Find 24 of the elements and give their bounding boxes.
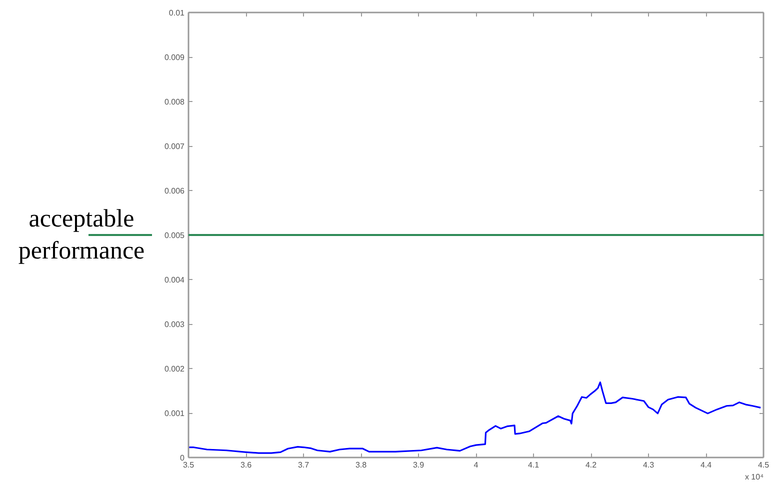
- x-tick-label: 4.2: [585, 460, 598, 470]
- x-tick-label: 3.9: [412, 460, 425, 470]
- x-tick-label: 4: [474, 460, 479, 470]
- x-tick-label: 4.1: [528, 460, 540, 470]
- y-tick-label: 0.006: [164, 186, 186, 196]
- text: x 10⁴: [744, 472, 764, 482]
- x-tick-label: 4.5: [758, 460, 770, 470]
- y-tick-label: 0.003: [164, 320, 186, 329]
- ref-line-label: acceptable performance: [18, 205, 145, 265]
- x-tick-label: 3.7: [298, 460, 310, 470]
- y-tick-label: 0: [180, 454, 186, 462]
- y-tick-label: 0.01: [168, 8, 186, 18]
- x-tick-label: 4.4: [700, 460, 712, 470]
- y-tick-label: 0.009: [164, 53, 186, 62]
- x-tick-label: 4.3: [642, 460, 655, 470]
- x-tick-label: 3.8: [355, 460, 368, 470]
- y-tick-label: 0.007: [164, 142, 186, 151]
- y-tick-label: 0.001: [164, 409, 186, 418]
- y-tick-label: 0.008: [164, 98, 186, 106]
- y-tick-label: 0.004: [164, 276, 186, 284]
- y-tick-label: 0.002: [164, 364, 186, 374]
- x-tick-label: 3.6: [240, 460, 252, 470]
- x-tick-label: 3.5: [182, 460, 195, 470]
- y-tick-label: 0.005: [164, 231, 186, 240]
